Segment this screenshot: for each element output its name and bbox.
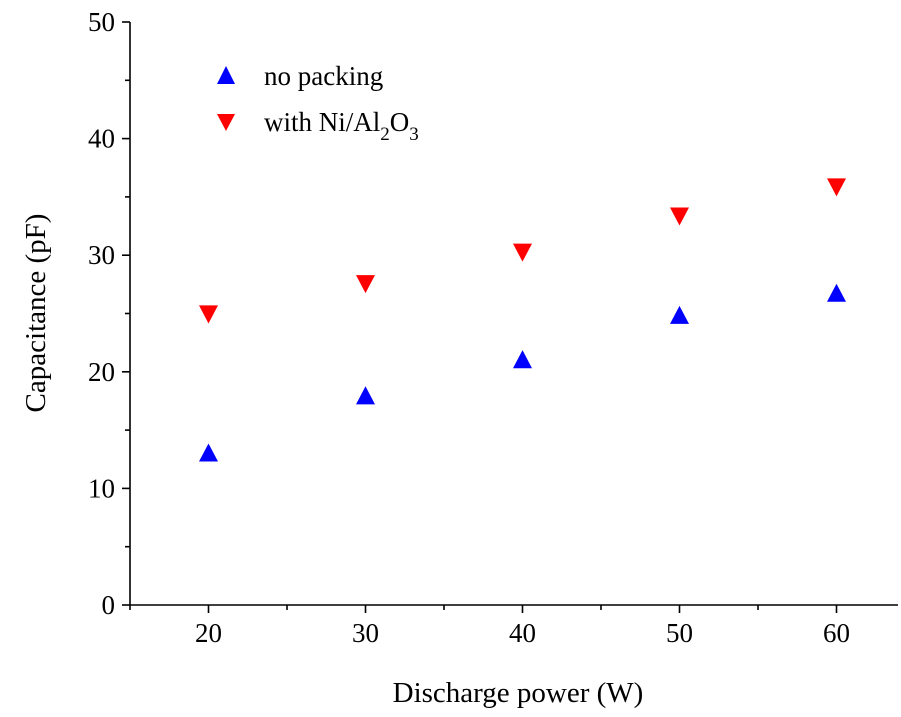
y-tick-label: 30 — [88, 240, 115, 270]
data-point-no-packing — [199, 443, 218, 462]
y-tick-label: 10 — [88, 473, 115, 503]
legend-label-no-packing: no packing — [264, 61, 383, 91]
data-point-no-packing — [513, 350, 532, 369]
x-ticks: 20 30 40 50 60 — [129, 605, 850, 648]
data-point-with-ni-al2o3 — [827, 178, 846, 197]
data-point-with-ni-al2o3 — [356, 275, 375, 294]
x-axis-label: Discharge power (W) — [393, 677, 644, 709]
legend-marker-with-ni-al2o3 — [217, 114, 235, 131]
x-tick-label: 50 — [666, 618, 693, 648]
data-point-no-packing — [827, 283, 846, 302]
x-tick-label: 40 — [509, 618, 536, 648]
y-ticks: 0 10 20 30 40 50 — [88, 7, 130, 620]
legend-marker-no-packing — [217, 66, 235, 84]
data-markers — [199, 178, 846, 462]
y-tick-label: 0 — [102, 590, 116, 620]
x-tick-label: 60 — [823, 618, 850, 648]
data-point-with-ni-al2o3 — [513, 243, 532, 262]
y-axis-label: Capacitance (pF) — [20, 214, 52, 413]
axes — [129, 22, 898, 606]
data-point-with-ni-al2o3 — [670, 207, 689, 226]
data-point-no-packing — [670, 305, 689, 324]
y-tick-label: 50 — [88, 7, 115, 37]
data-point-with-ni-al2o3 — [199, 305, 218, 324]
data-point-no-packing — [356, 386, 375, 405]
y-tick-label: 40 — [88, 124, 115, 154]
legend: no packing with Ni/Al2O3 — [217, 61, 419, 145]
x-tick-label: 30 — [352, 618, 379, 648]
legend-label-with-ni-al2o3: with Ni/Al2O3 — [264, 107, 419, 145]
x-tick-label: 20 — [195, 618, 222, 648]
y-tick-label: 20 — [88, 357, 115, 387]
